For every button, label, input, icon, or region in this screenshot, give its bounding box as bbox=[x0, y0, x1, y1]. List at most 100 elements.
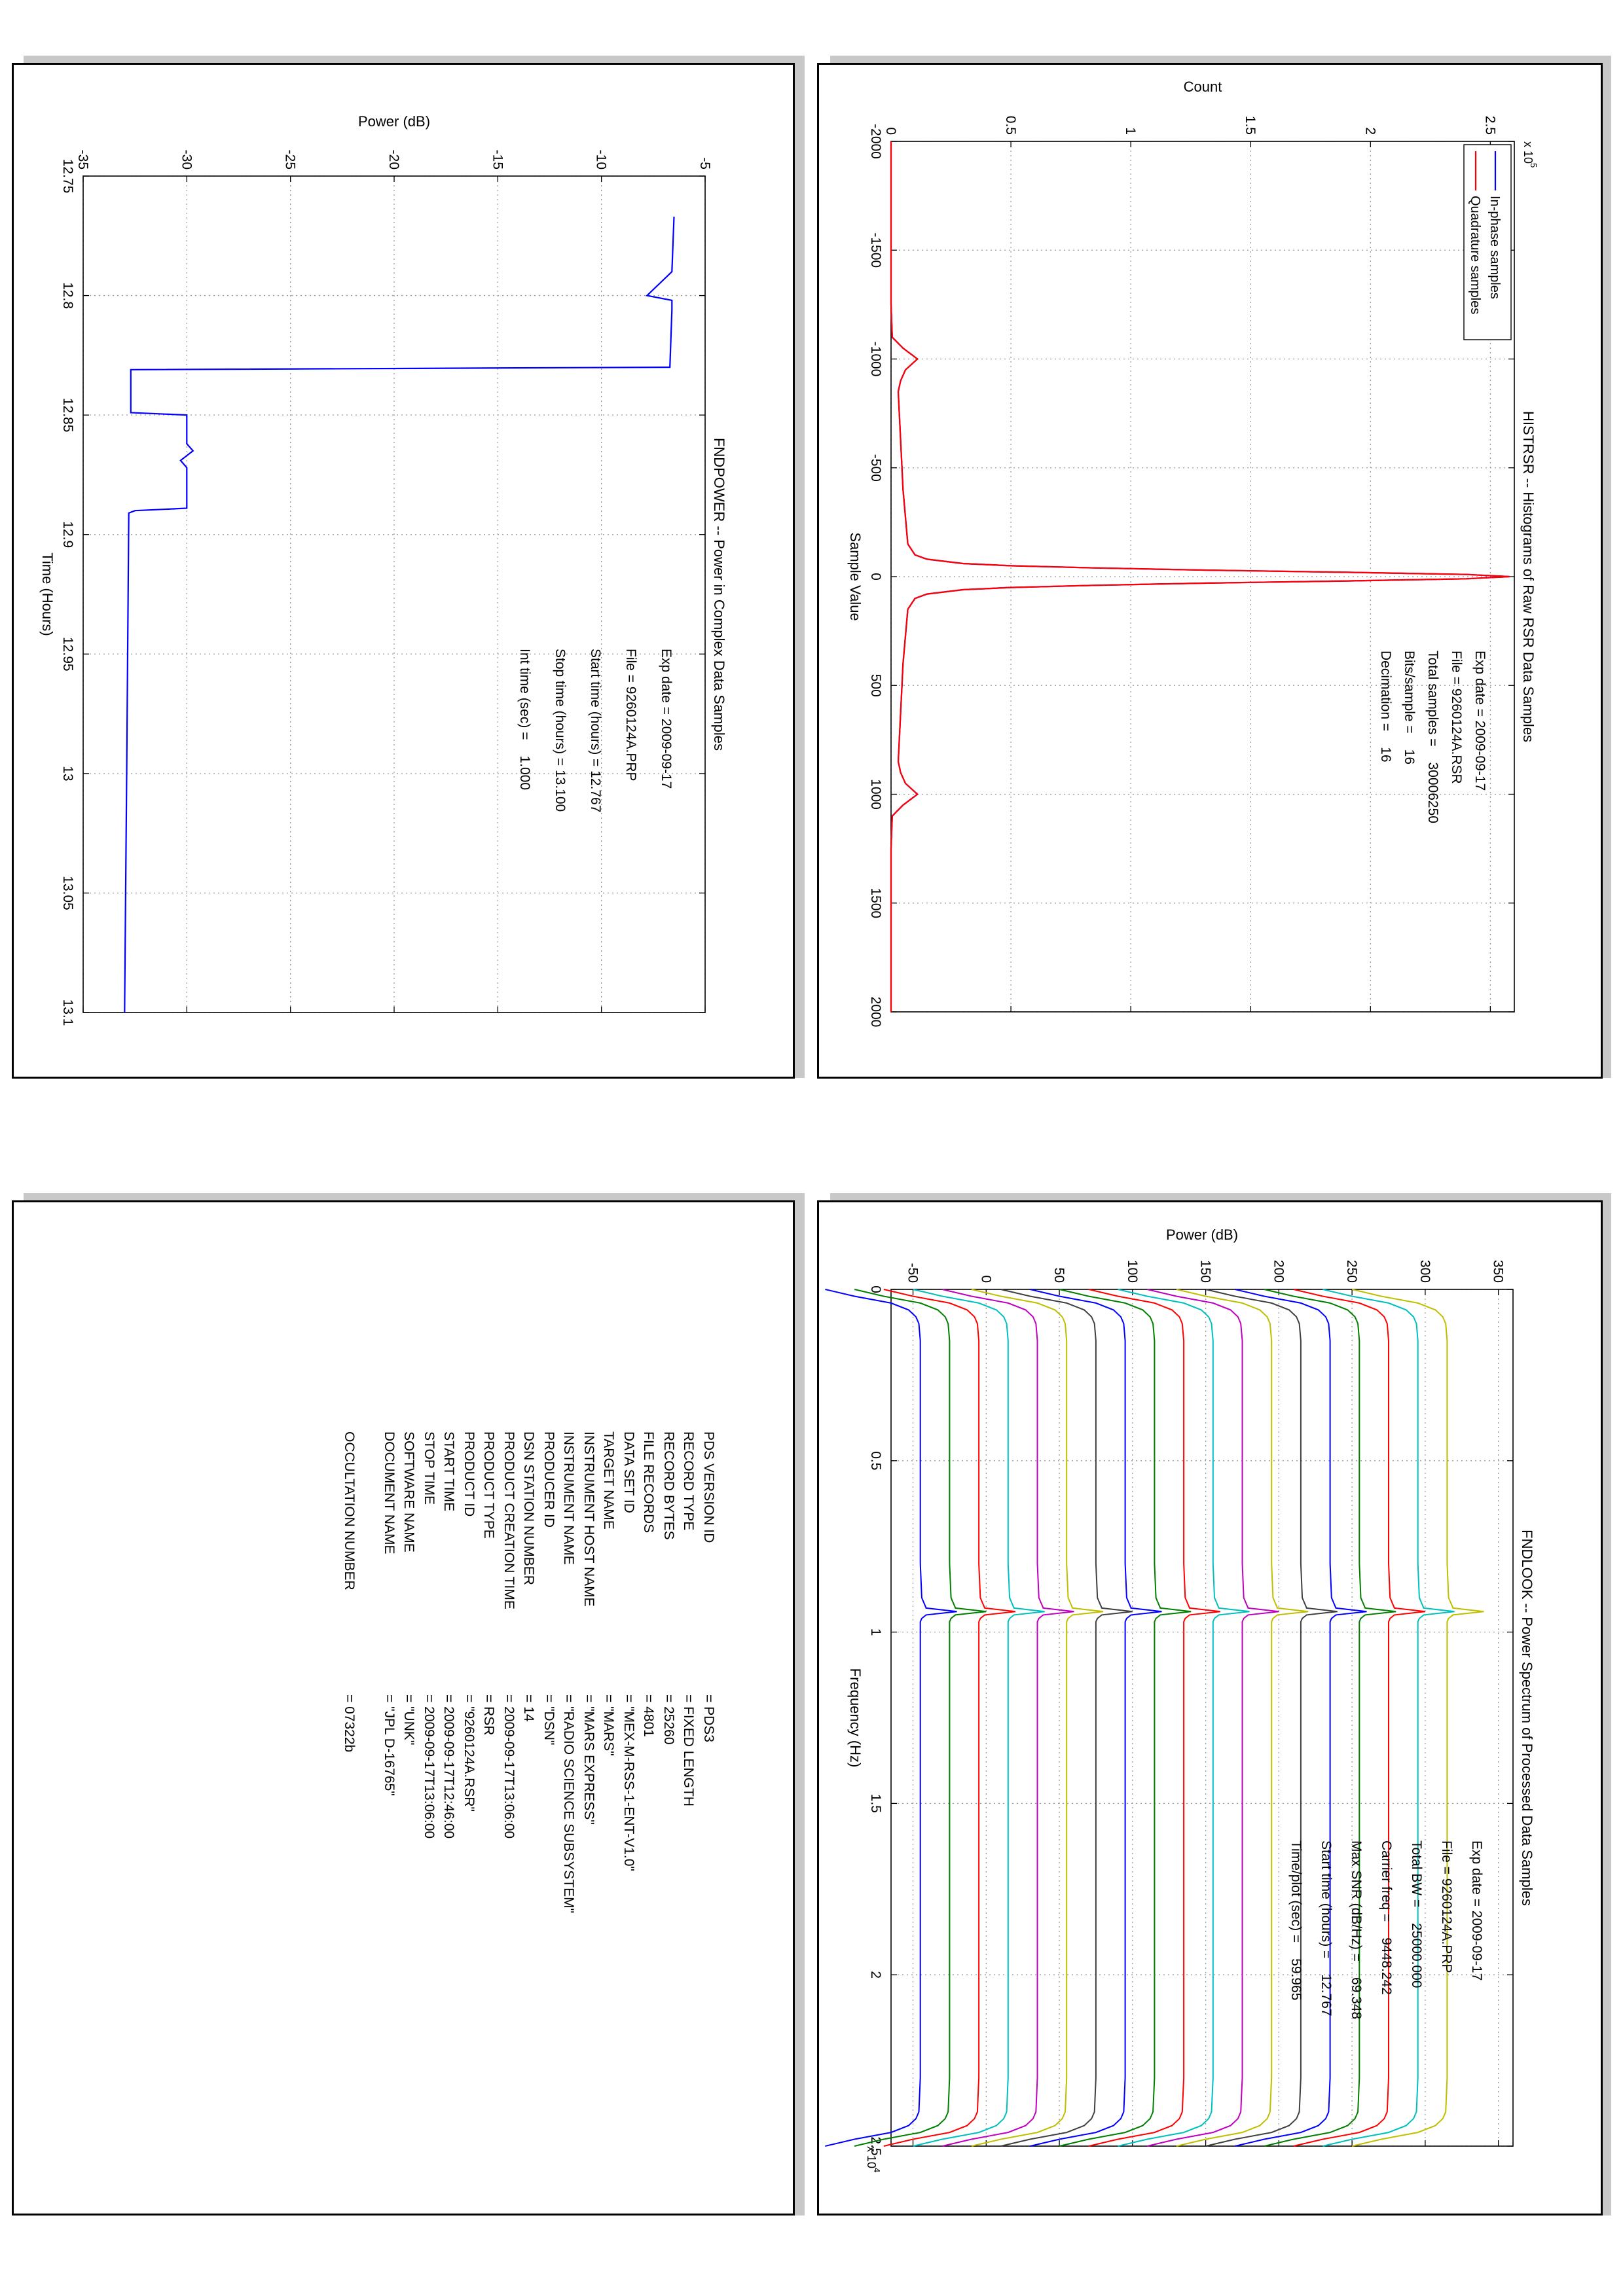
fndlook-y-tick-label: 50 bbox=[1051, 1268, 1067, 1283]
histrsr-y-tick-label: 1 bbox=[1123, 127, 1138, 135]
histrsr-x-tick-label: 0 bbox=[868, 573, 883, 581]
label-key: DATA SET ID bbox=[621, 1431, 636, 1513]
fndlook-series-line bbox=[1030, 1289, 1162, 2147]
fndlook-annotation-label: Carrier freq = bbox=[1379, 1840, 1394, 1922]
label-value: = "RADIO SCIENCE SUBSYSTEM" bbox=[561, 1695, 577, 1914]
label-value: = 14 bbox=[521, 1695, 537, 1722]
fndpower-y-tick-label: -25 bbox=[283, 150, 298, 170]
fndlook-series-line bbox=[1059, 1289, 1192, 2147]
fndlook-rotated-page: 0 0.5 1 1.5 2 2.5 -50 0 50 100 150 200 250 300 350 FNDL… bbox=[819, 1202, 1601, 2215]
fndlook-annotation-value: 69.348 bbox=[1349, 1977, 1364, 2020]
histrsr-series-line bbox=[890, 141, 1510, 1012]
fndpower-x-axis-label: Time (Hours) bbox=[39, 552, 56, 636]
label-key: TARGET NAME bbox=[601, 1431, 617, 1530]
fndlook-y-tick-label: 200 bbox=[1271, 1260, 1286, 1283]
label-key bbox=[359, 1431, 379, 1609]
fndlook-series-line bbox=[913, 1289, 1045, 2147]
fndlook-y-tick-label: -50 bbox=[905, 1263, 921, 1283]
fndpower-title: FNDPOWER -- Power in Complex Data Sample… bbox=[711, 438, 727, 751]
fndlook-chart: 0 0.5 1 1.5 2 2.5 -50 0 50 100 150 200 250 300 350 FNDL… bbox=[825, 1227, 1535, 2172]
fndlook-annotation-block: Exp date = 2009-09-17 File = 9260124A.PRP… bbox=[1281, 1840, 1491, 2019]
label-key: PRODUCT ID bbox=[462, 1431, 477, 1517]
fndpower-x-tick-label: 12.85 bbox=[60, 398, 75, 433]
histrsr-annotation-label: File = 9260124A.RSR bbox=[1449, 651, 1464, 784]
histrsr-annotation-value: 30006250 bbox=[1425, 762, 1440, 823]
fndpower-y-tick-label: -20 bbox=[386, 150, 401, 170]
histrsr-annotation-label: Total samples = bbox=[1425, 651, 1440, 747]
fndlook-x-tick-label: 0.5 bbox=[868, 1451, 883, 1470]
fndlook-annotation-row: Exp date = 2009-09-17 bbox=[1461, 1840, 1491, 2019]
histrsr-panel: -2000 -1500 -1000 -500 0 500 1000 1500 2000 0 0.5 1… bbox=[817, 63, 1603, 1079]
label-value: = 2009-09-17T13:06:00 bbox=[422, 1695, 437, 1839]
fndpower-x-tick-label: 12.8 bbox=[60, 282, 75, 309]
label-key: PRODUCT CREATION TIME bbox=[501, 1431, 517, 1609]
histrsr-x-axis-label: Sample Value bbox=[847, 532, 864, 620]
label-key: RECORD BYTES bbox=[661, 1431, 676, 1540]
fndlook-annotation-value: 25000.000 bbox=[1409, 1923, 1424, 1988]
histrsr-y-exponent: x 10 bbox=[1522, 141, 1535, 164]
histrsr-annotation-row: Exp date = 2009-09-17 bbox=[1468, 651, 1491, 823]
histrsr-rotated-page: -2000 -1500 -1000 -500 0 500 1000 1500 2000 0 0.5 1… bbox=[819, 65, 1601, 1078]
fndlook-annotation-row: Max SNR (dB/Hz) = 69.348 bbox=[1341, 1840, 1371, 2019]
fndlook-annotation-row: Carrier freq = 9448.242 bbox=[1371, 1840, 1401, 2019]
fndpower-annotation-row: Stop time (hours) = 13.100 bbox=[542, 649, 577, 812]
fndlook-y-axis-label: Power (dB) bbox=[1166, 1227, 1238, 1243]
fndpower-annotation-row: File = 9260124A.PRP bbox=[613, 649, 648, 812]
fndlook-x-tick-label: 0 bbox=[868, 1285, 883, 1293]
label-key: SOFTWARE NAME bbox=[401, 1431, 417, 1552]
histrsr-annotation-label: Bits/sample = bbox=[1402, 651, 1417, 734]
fndlook-y-tick-label: 300 bbox=[1417, 1260, 1432, 1283]
fndpower-x-tick-label: 12.75 bbox=[60, 159, 75, 194]
label-value: = FIXED LENGTH bbox=[681, 1695, 697, 1806]
fndpower-annotation-label: Stop time (hours) = 13.100 bbox=[553, 649, 568, 812]
label-value: = 2009-09-17T12:46:00 bbox=[441, 1695, 457, 1839]
fndpower-annotation-block: Exp date = 2009-09-17 File = 9260124A.PRP… bbox=[507, 649, 684, 812]
histrsr-y-tick-label: 0.5 bbox=[1003, 116, 1018, 135]
fndlook-series-line bbox=[1146, 1289, 1279, 2147]
histrsr-x-tick-label: 2000 bbox=[868, 997, 883, 1028]
fndpower-y-tick-label: -10 bbox=[594, 150, 609, 170]
histrsr-x-tick-label: -1000 bbox=[868, 342, 883, 377]
histrsr-chart: -2000 -1500 -1000 -500 0 500 1000 1500 2000 0 0.5 1… bbox=[847, 79, 1539, 1028]
fndpower-x-tick-label: 12.9 bbox=[60, 521, 75, 548]
fndlook-plot-frame bbox=[890, 1289, 1514, 2147]
label-key: INSTRUMENT NAME bbox=[561, 1431, 577, 1565]
label-value: = 4801 bbox=[641, 1695, 657, 1737]
fndpower-x-tick-label: 12.95 bbox=[60, 637, 75, 672]
label-key: START TIME bbox=[441, 1431, 457, 1512]
histrsr-legend-entry: In-phase samples bbox=[1487, 196, 1502, 299]
fndlook-series-line bbox=[1264, 1289, 1396, 2147]
fndlook-series-line bbox=[1293, 1289, 1426, 2147]
fndpower-x-tick-label: 13 bbox=[60, 766, 75, 781]
histrsr-title: HISTRSR -- Histograms of Raw RSR Data Sa… bbox=[1520, 411, 1537, 742]
fndlook-x-exponent: x 10 bbox=[865, 2146, 878, 2168]
fndpower-annotation-row: Int time (sec) = 1.000 bbox=[507, 649, 542, 812]
fndlook-series-line bbox=[1176, 1289, 1309, 2147]
fndlook-x-tick-label: 2.5 bbox=[868, 2136, 883, 2155]
fndlook-series-line bbox=[1118, 1289, 1250, 2147]
fndlook-annotation-label: Start time (hours) = bbox=[1319, 1840, 1334, 1959]
fndlook-title: FNDLOOK -- Power Spectrum of Processed D… bbox=[1519, 1530, 1535, 1906]
fndlook-x-axis-label: Frequency (Hz) bbox=[847, 1668, 864, 1768]
fndlook-annotation-label: File = 9260124A.PRP bbox=[1439, 1840, 1454, 1973]
fndlook-annotation-value: 59.965 bbox=[1288, 1958, 1304, 2001]
label-key: FILE RECORDS bbox=[641, 1431, 657, 1534]
histrsr-y-tick-label: 2.5 bbox=[1482, 116, 1497, 135]
histrsr-x-tick-label: -1500 bbox=[868, 232, 883, 268]
label-key: INSTRUMENT HOST NAME bbox=[581, 1431, 596, 1607]
label-value: = "MARS EXPRESS" bbox=[581, 1695, 596, 1825]
fndpower-series-line bbox=[124, 217, 675, 1013]
histrsr-annotation-label: Exp date = 2009-09-17 bbox=[1472, 651, 1487, 791]
histrsr-annotation-value: 16 bbox=[1378, 747, 1393, 762]
fndlook-series-line bbox=[1351, 1289, 1484, 2147]
label-value: = "DSN" bbox=[541, 1695, 556, 1746]
label-key: PDS VERSION ID bbox=[701, 1431, 716, 1543]
fndpower-x-tick-label: 13.05 bbox=[60, 876, 75, 910]
fndpower-annotation-row: Exp date = 2009-09-17 bbox=[648, 649, 684, 812]
histrsr-x-tick-label: 1000 bbox=[868, 779, 883, 810]
fndlook-annotation-label: Total BW = bbox=[1409, 1840, 1424, 1908]
label-value: = "MARS" bbox=[601, 1695, 617, 1756]
fndpower-annotation-row: Start time (hours) = 12.767 bbox=[577, 649, 613, 812]
fndpower-annotation-label: Start time (hours) = 12.767 bbox=[588, 649, 603, 813]
label-key-column: PDS VERSION ID RECORD TYPE RECORD BYTES FIL… bbox=[339, 1431, 719, 1609]
